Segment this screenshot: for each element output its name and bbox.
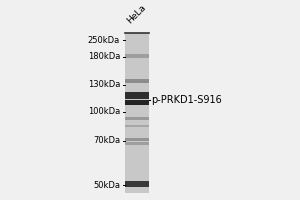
Text: 130kDa: 130kDa xyxy=(88,80,120,89)
Text: HeLa: HeLa xyxy=(125,3,148,25)
Bar xyxy=(124,117,148,120)
Text: 250kDa: 250kDa xyxy=(88,36,120,45)
Bar xyxy=(124,142,148,145)
Text: 70kDa: 70kDa xyxy=(93,136,120,145)
Bar xyxy=(124,54,148,58)
Bar xyxy=(124,138,148,141)
Bar xyxy=(124,92,148,99)
Text: 100kDa: 100kDa xyxy=(88,107,120,116)
Text: 50kDa: 50kDa xyxy=(93,181,120,190)
Text: p-PRKD1-S916: p-PRKD1-S916 xyxy=(152,95,222,105)
Bar xyxy=(124,125,148,127)
Bar xyxy=(124,79,148,83)
Bar xyxy=(124,100,148,105)
Text: 180kDa: 180kDa xyxy=(88,52,120,61)
Bar xyxy=(124,33,148,193)
Bar xyxy=(124,181,148,187)
